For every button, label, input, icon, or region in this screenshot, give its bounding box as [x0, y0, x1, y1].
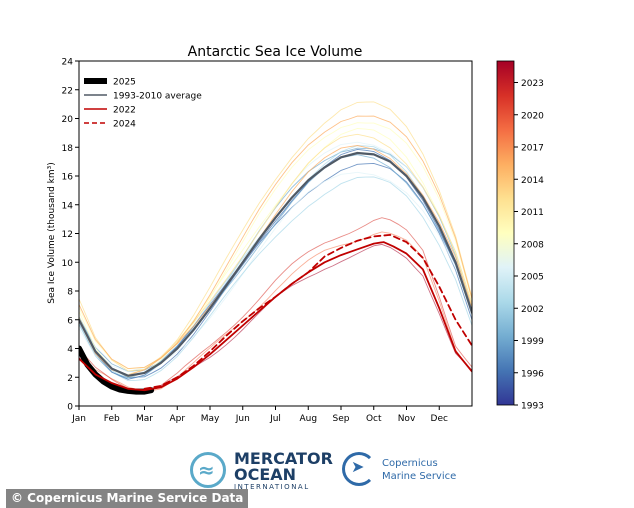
y-tick-label: 8 [67, 288, 73, 298]
legend-label: 2022 [113, 106, 136, 116]
copernicus-logo-text-1: Copernicus [382, 458, 438, 469]
x-tick-label: Feb [104, 414, 120, 424]
year-curve [79, 133, 472, 376]
y-tick-label: 10 [62, 259, 74, 269]
y-tick-label: 20 [62, 115, 74, 125]
colorbar-bar [496, 60, 515, 406]
x-tick-label: Nov [398, 414, 416, 424]
y-tick-label: 0 [67, 403, 73, 413]
y-tick-label: 2 [67, 374, 73, 384]
year-curve [79, 217, 472, 392]
colorbar-tick-label: 2017 [521, 144, 544, 154]
x-tick-label: Jan [71, 414, 86, 424]
x-tick-label: Oct [366, 414, 382, 424]
colorbar-tick-label: 2014 [521, 176, 544, 186]
y-tick-label: 24 [62, 58, 74, 68]
series-2024-line [143, 234, 472, 390]
copernicus-marine-logo: ➤ Copernicus Marine Service [342, 452, 462, 492]
year-curve [79, 115, 472, 370]
colorbar-tick-label: 2023 [521, 79, 544, 89]
year-curve [79, 145, 472, 380]
y-tick-label: 12 [62, 230, 73, 240]
copyright-credit: © Copernicus Marine Service Data [6, 489, 249, 508]
y-tick-label: 4 [67, 345, 73, 355]
year-curve [79, 122, 472, 370]
plot-frame [78, 60, 473, 407]
x-tick-label: Apr [169, 414, 185, 424]
x-tick-label: Dec [431, 414, 448, 424]
mercator-wave-icon: ≈ [198, 458, 215, 482]
legend-label: 2025 [113, 78, 136, 88]
colorbar-tick-label: 2011 [521, 208, 544, 218]
year-curve [79, 141, 472, 373]
y-tick-label: 16 [62, 173, 74, 183]
legend-label: 2024 [113, 120, 136, 130]
y-tick-label: 22 [62, 86, 73, 96]
copernicus-logo-text-2: Marine Service [382, 471, 457, 482]
year-curve [79, 128, 472, 378]
copernicus-ring-icon [342, 452, 376, 486]
y-tick-label: 14 [62, 201, 74, 211]
year-curve [79, 171, 472, 376]
colorbar-tick-label: 1993 [521, 402, 544, 412]
x-tick-label: May [201, 414, 220, 424]
x-tick-label: Jun [235, 414, 250, 424]
colorbar-tick-label: 1996 [521, 369, 544, 379]
year-curve [79, 145, 472, 376]
y-tick-label: 6 [67, 316, 73, 326]
x-tick-label: Jul [269, 414, 281, 424]
series-average-line [79, 151, 472, 377]
colorbar-tick-label: 2008 [521, 240, 544, 250]
x-tick-label: Aug [299, 414, 317, 424]
legend: 2025 1993-2010 average 2022 2024 [84, 78, 202, 130]
colorbar-tick-label: 1999 [521, 337, 544, 347]
legend-label: 1993-2010 average [113, 92, 202, 102]
mercator-logo-text-2: OCEAN [234, 465, 297, 484]
year-curve [79, 176, 472, 382]
mercator-ocean-logo: ≈ MERCATOR OCEAN INTERNATIONAL [190, 450, 340, 492]
y-axis-label: Sea Ice Volume (thousand km³) [47, 162, 57, 304]
fish-icon: ➤ [351, 457, 365, 476]
chart-title: Antarctic Sea Ice Volume [188, 44, 363, 60]
mercator-logo-text-3: INTERNATIONAL [234, 483, 310, 491]
plot-lines [79, 101, 472, 395]
y-tick-label: 18 [62, 144, 74, 154]
x-tick-label: Mar [136, 414, 153, 424]
year-curve [79, 154, 472, 379]
mercator-logo-text-1: MERCATOR [234, 449, 333, 468]
colorbar-tick-label: 2020 [521, 111, 544, 121]
mercator-logo-icon [190, 452, 226, 488]
x-tick-label: Sep [333, 414, 350, 424]
colorbar: 1993 1996 1999 2002 2005 2008 2011 2014 2017 2020… [496, 60, 544, 412]
year-curve [79, 162, 472, 378]
colorbar-tick-label: 2002 [521, 305, 544, 315]
chart: Antarctic Sea Ice Volume 024681012141618… [47, 44, 544, 424]
colorbar-tick-label: 2005 [521, 273, 544, 283]
